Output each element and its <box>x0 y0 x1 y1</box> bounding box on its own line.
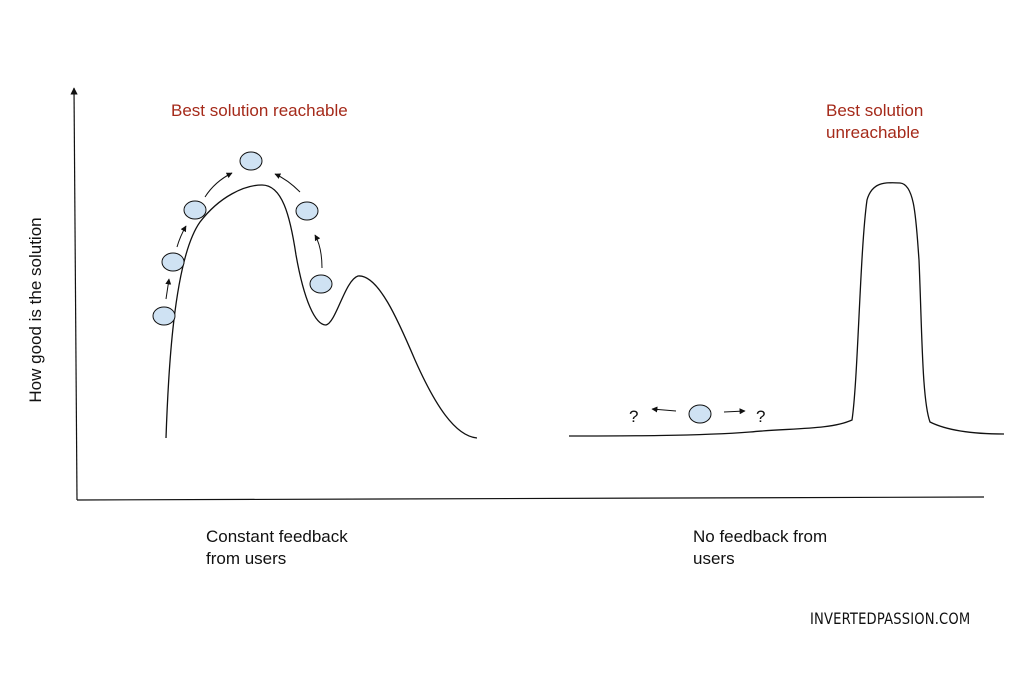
left-caption-line-2: from users <box>206 549 287 568</box>
ball-step-2 <box>161 252 185 272</box>
left-caption-line-1: Constant feedback <box>206 527 348 546</box>
question-mark-left: ? <box>629 407 638 426</box>
ball-peak <box>239 151 263 171</box>
arrow-lost-right <box>723 408 746 415</box>
right-caption-line-2: users <box>693 549 735 568</box>
question-mark-right: ? <box>756 407 765 426</box>
ball-step-6 <box>309 274 333 294</box>
arrow-6-to-5 <box>314 234 323 269</box>
right-panel-title-line-1: Best solution <box>826 101 924 120</box>
right-landscape-curve <box>568 182 1005 437</box>
arrow-2-to-3 <box>176 225 187 248</box>
arrow-1-to-2 <box>165 278 172 300</box>
left-landscape-curve <box>165 184 478 439</box>
ball-step-3 <box>183 200 207 220</box>
left-panel-title: Best solution reachable <box>171 101 348 120</box>
ball-lost <box>688 404 712 424</box>
brand-watermark: INVERTEDPASSION.COM <box>810 609 971 628</box>
right-panel-title-line-2: unreachable <box>826 123 920 142</box>
arrow-5-to-peak <box>274 173 301 193</box>
y-axis-line <box>70 87 78 501</box>
right-caption-line-1: No feedback from <box>693 527 828 546</box>
y-axis-label: How good is the solution <box>26 217 45 403</box>
arrow-lost-left <box>651 406 677 413</box>
x-axis-line <box>76 496 985 501</box>
arrow-3-to-peak <box>204 172 233 198</box>
ball-step-5 <box>295 201 319 221</box>
ball-step-1 <box>152 306 176 326</box>
